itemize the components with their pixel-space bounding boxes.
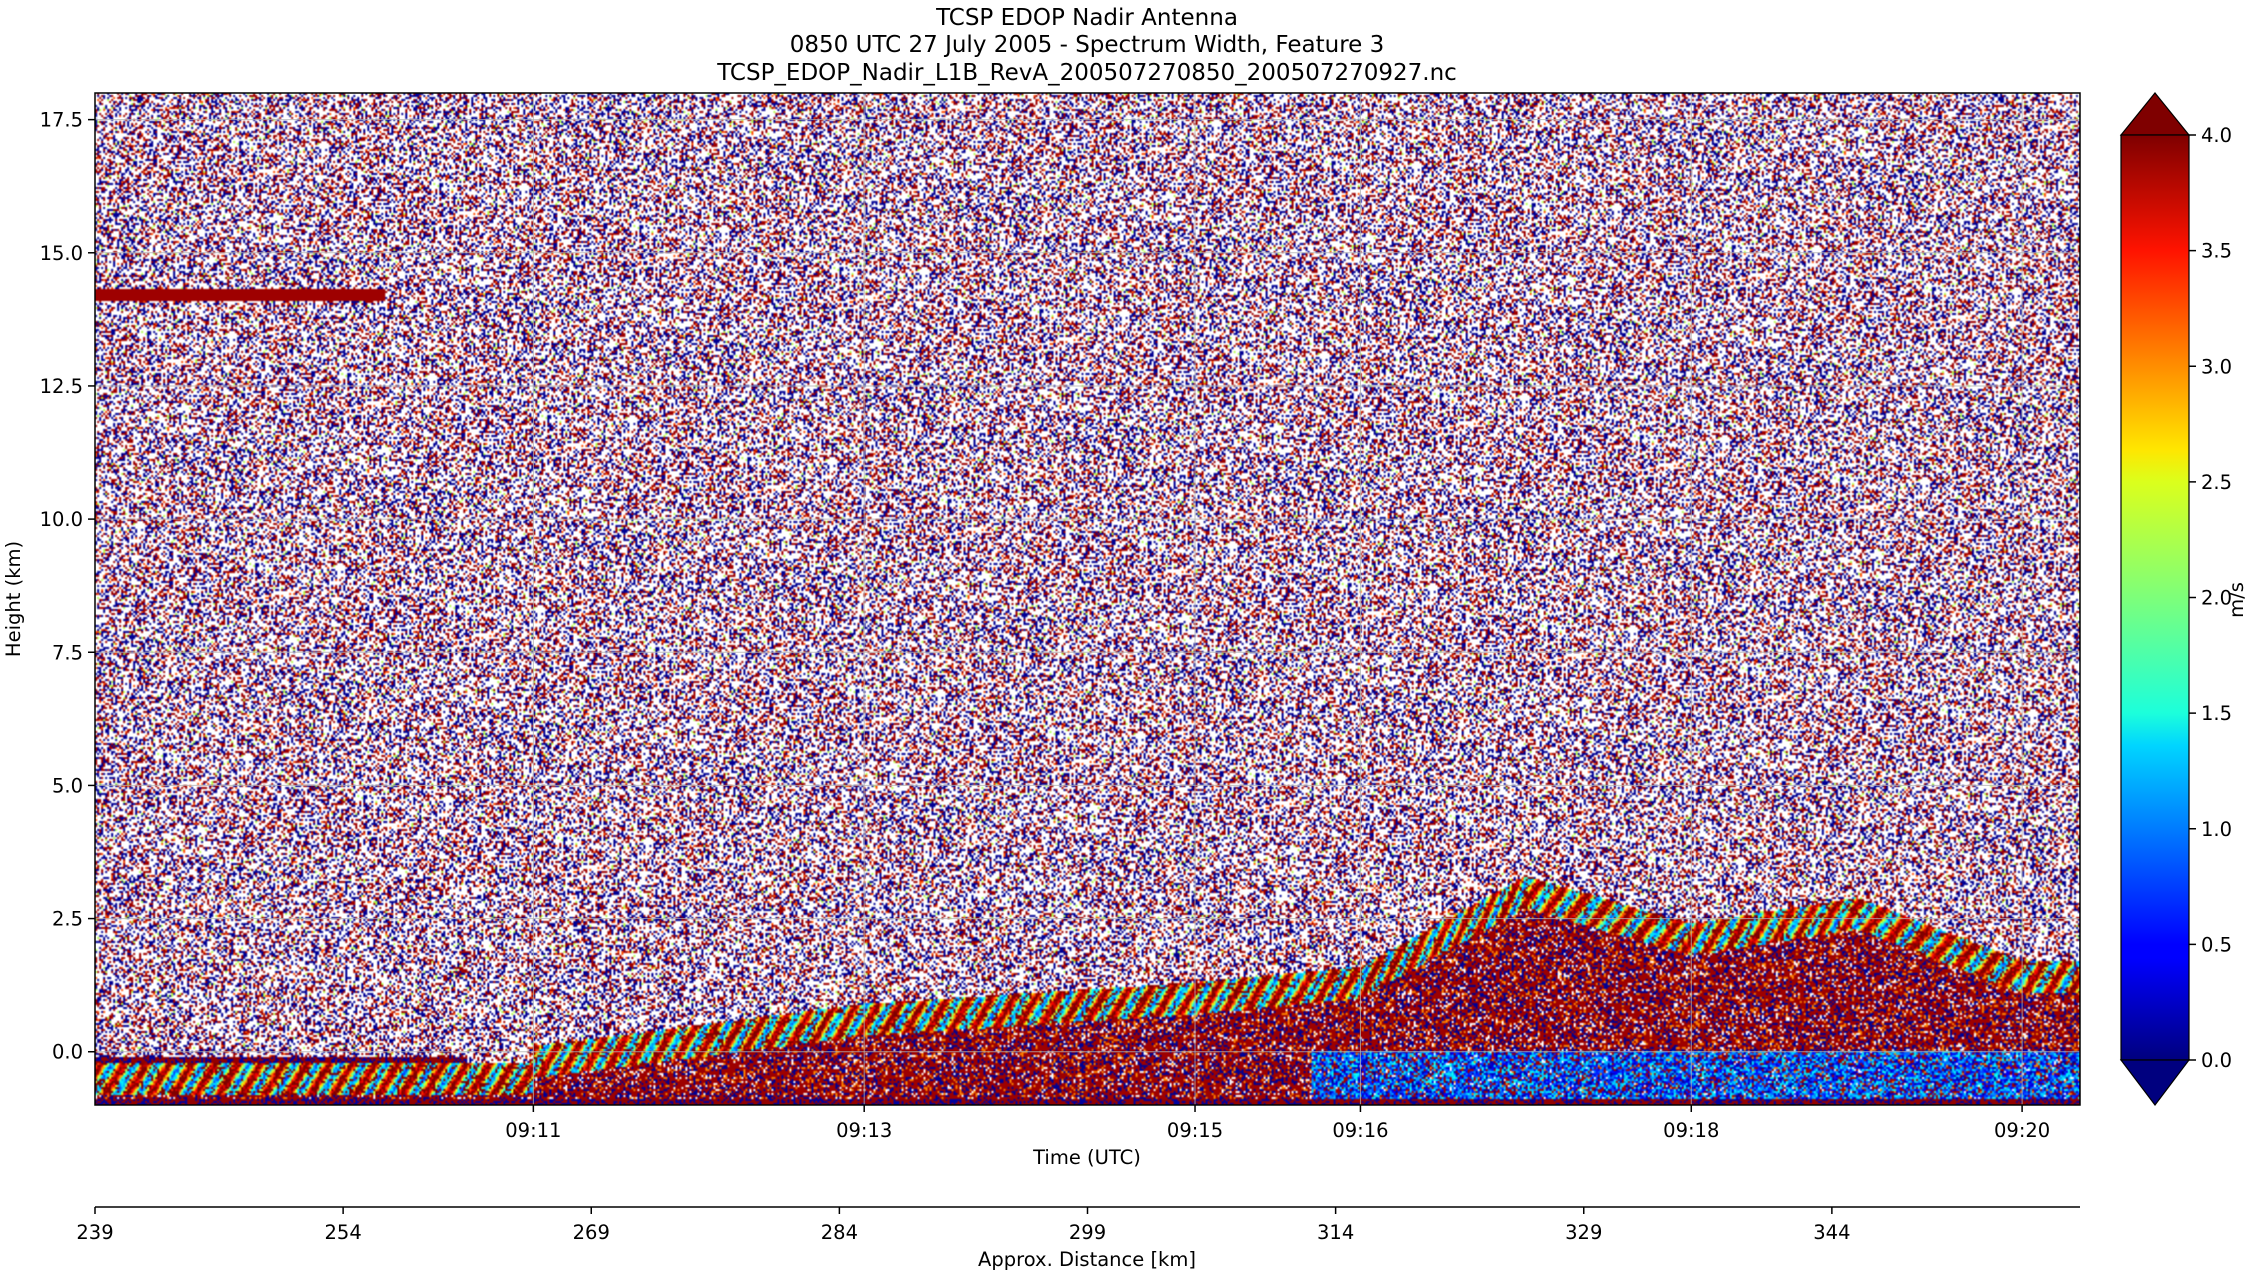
colorbar-extend-min <box>2119 1059 2191 1106</box>
x-axis-label: Time (UTC) <box>1032 1146 1141 1169</box>
colorbar-gradient <box>2120 134 2190 1061</box>
y-axis-label: Height (km) <box>2 541 25 657</box>
distance-tick-label: 314 <box>1317 1221 1354 1244</box>
y-tick-label: 7.5 <box>52 641 83 664</box>
colorbar-tick-label: 1.0 <box>2201 818 2232 841</box>
y-tick-label: 2.5 <box>52 908 83 931</box>
x-tick-label: 09:18 <box>1663 1119 1719 1142</box>
x-tick-label: 09:16 <box>1332 1119 1388 1142</box>
colorbar-tick-label: 0.5 <box>2201 933 2232 956</box>
plot-area <box>94 92 2081 1106</box>
distance-tick-label: 299 <box>1069 1221 1106 1244</box>
title-line-2: 0850 UTC 27 July 2005 - Spectrum Width, … <box>790 32 1385 58</box>
colorbar-tick-label: 1.5 <box>2201 702 2232 725</box>
distance-tick-label: 254 <box>325 1221 362 1244</box>
distance-axis-label: Approx. Distance [km] <box>978 1248 1196 1271</box>
colorbar-label: m/s <box>2225 582 2248 618</box>
chart-title: TCSP EDOP Nadir Antenna 0850 UTC 27 July… <box>716 5 1457 86</box>
y-tick-label: 17.5 <box>40 109 83 132</box>
distance-axis-ticks: 239 254 269 284 299 314 329 344 <box>76 1207 1850 1244</box>
x-tick-label: 09:13 <box>836 1119 892 1142</box>
heatmap-image <box>95 93 2080 1105</box>
distance-tick-label: 239 <box>76 1221 113 1244</box>
y-tick-label: 15.0 <box>40 242 83 265</box>
colorbar-tick-label: 4.0 <box>2201 124 2232 147</box>
x-tick-label: 09:11 <box>505 1119 561 1142</box>
colorbar-tick-label: 3.0 <box>2201 355 2232 378</box>
colorbar: 0.0 0.5 1.0 1.5 2.0 2.5 3.0 3.5 4.0 m/s <box>2119 92 2248 1106</box>
y-axis-ticks: 0.0 2.5 5.0 7.5 10.0 12.5 15.0 17.5 <box>40 109 95 1064</box>
y-tick-label: 0.0 <box>52 1041 83 1064</box>
x-axis-ticks: 09:11 09:13 09:15 09:16 09:18 09:20 <box>505 1105 2050 1142</box>
distance-tick-label: 329 <box>1565 1221 1602 1244</box>
title-line-3: TCSP_EDOP_Nadir_L1B_RevA_200507270850_20… <box>716 60 1457 86</box>
distance-tick-label: 269 <box>573 1221 610 1244</box>
distance-tick-label: 284 <box>821 1221 858 1244</box>
title-line-1: TCSP EDOP Nadir Antenna <box>935 5 1238 31</box>
x-tick-label: 09:15 <box>1167 1119 1223 1142</box>
y-tick-label: 5.0 <box>52 774 83 797</box>
colorbar-tick-label: 2.0 <box>2201 587 2232 610</box>
x-tick-label: 09:20 <box>1994 1119 2050 1142</box>
colorbar-ticks: 0.0 0.5 1.0 1.5 2.0 2.5 3.0 3.5 4.0 <box>2189 124 2232 1072</box>
grid-lines <box>95 93 2080 1105</box>
colorbar-extend-max <box>2119 92 2191 136</box>
colorbar-tick-label: 0.0 <box>2201 1049 2232 1072</box>
y-tick-label: 12.5 <box>40 375 83 398</box>
plot-frame <box>94 92 2081 1106</box>
colorbar-tick-label: 2.5 <box>2201 471 2232 494</box>
y-tick-label: 10.0 <box>40 508 83 531</box>
distance-tick-label: 344 <box>1813 1221 1850 1244</box>
colorbar-tick-label: 3.5 <box>2201 240 2232 263</box>
